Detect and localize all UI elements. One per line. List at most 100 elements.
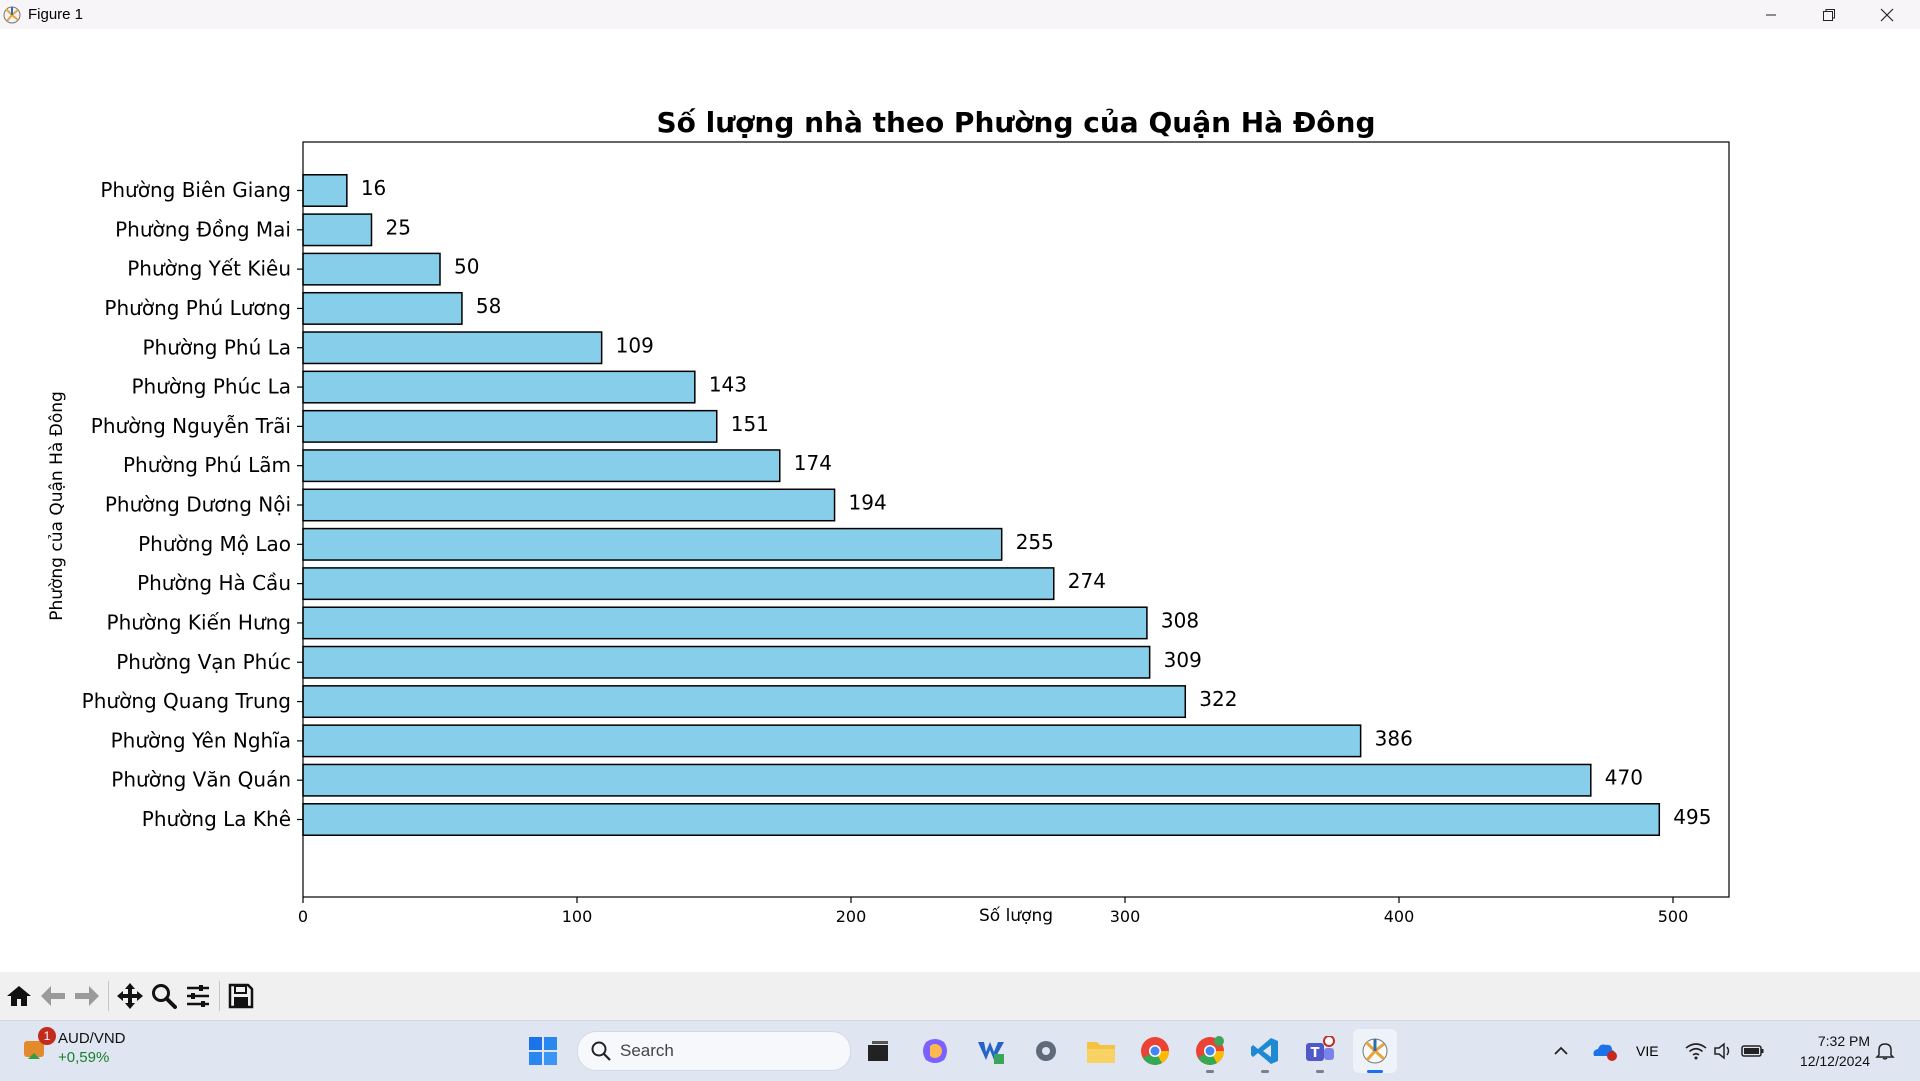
window-title-bar: Figure 1 [0,0,1920,29]
input-language[interactable]: VIE [1636,1043,1659,1059]
toolbar-separator [219,981,220,1011]
forward-icon [75,986,99,1006]
configure-subplots-button[interactable] [181,979,215,1013]
chrome-icon [1141,1037,1169,1065]
bar-chart: Số lượng nhà theo Phường của Quận Hà Đôn… [47,106,1730,926]
taskbar: 1 AUD/VND +0,59% Search [0,1020,1920,1081]
notification-bell-icon[interactable] [1875,1041,1895,1061]
bar [302,685,1187,719]
bar-value-label: 174 [794,451,832,475]
bar-value-label: 151 [731,412,769,436]
y-tick-label: Phường Văn Quán [111,768,291,792]
toolbar-separator [108,981,109,1011]
search-placeholder: Search [620,1041,674,1060]
save-icon [228,983,254,1009]
bar-value-label: 309 [1164,648,1202,672]
taskbar-app-task-view[interactable] [856,1029,900,1073]
y-tick-label: Phường Đồng Mai [115,217,291,241]
bar [302,488,836,522]
teams-icon: T [1306,1036,1335,1061]
save-button[interactable] [224,979,258,1013]
bar [302,370,696,404]
visual-studio-icon [978,1042,1004,1064]
bar [302,645,1151,679]
file-explorer-icon [1087,1042,1115,1063]
svg-text:T: T [1311,1046,1320,1061]
x-tick-label: 500 [1658,907,1689,926]
y-tick-label: Phường Mộ Lao [138,532,291,556]
minimize-button[interactable] [1742,0,1800,29]
weather-market-widget[interactable]: 1 AUD/VND +0,59% [20,1027,126,1067]
bar-value-label: 255 [1016,530,1054,554]
y-tick-label: Phường Dương Nội [105,493,291,517]
running-indicator [1261,1070,1269,1073]
bar [302,213,373,247]
y-tick-label: Phường Yên Nghĩa [111,728,291,752]
zoom-button[interactable] [147,979,181,1013]
figure-canvas[interactable]: Số lượng nhà theo Phường của Quận Hà Đôn… [0,29,1920,972]
taskbar-app-matplotlib-figure[interactable] [1353,1029,1397,1073]
running-indicator [1316,1070,1324,1073]
taskbar-app-file-explorer[interactable] [1079,1029,1123,1073]
clock-date: 12/12/2024 [1799,1053,1870,1069]
taskbar-search-box[interactable]: Search [577,1031,851,1071]
bar [302,803,1661,836]
taskbar-app-vscode[interactable] [1243,1029,1287,1073]
y-tick-label: Phường Quang Trung [82,689,291,713]
bar-value-label: 109 [616,333,654,357]
wifi-icon[interactable] [1685,1042,1707,1060]
taskbar-app-chrome[interactable] [1133,1029,1177,1073]
x-tick-label: 400 [1384,907,1415,926]
taskbar-app-visual-studio[interactable] [969,1029,1013,1073]
x-axis-label: Số lượng [979,905,1053,926]
bar-value-label: 495 [1673,805,1711,829]
bar-value-label: 274 [1068,569,1106,593]
start-button[interactable] [521,1029,565,1073]
bar [302,331,603,365]
taskbar-app-chrome-profile[interactable] [1188,1029,1232,1073]
plot-area-frame [302,141,1730,898]
bar [302,252,441,286]
close-button[interactable] [1858,0,1916,29]
bar [302,724,1362,758]
bar-value-label: 50 [454,255,479,279]
matplotlib-app-icon [3,6,21,23]
clock-time: 7:32 PM [1817,1033,1870,1049]
back-icon [41,986,65,1006]
taskbar-app-teams[interactable]: T [1298,1029,1342,1073]
chart-title: Số lượng nhà theo Phường của Quận Hà Đôn… [656,106,1375,139]
currency-pair: AUD/VND [58,1030,126,1047]
x-tick-label: 300 [1110,907,1141,926]
market-widget-icon [24,1041,44,1059]
bar-value-label: 16 [361,176,386,200]
taskbar-clock[interactable]: 7:32 PM 12/12/2024 [1780,1031,1870,1071]
bar-value-label: 143 [709,373,747,397]
bar [302,527,1003,561]
taskbar-app-copilot[interactable] [913,1029,957,1073]
settings-gear-icon [1036,1041,1056,1061]
volume-icon[interactable] [1713,1042,1733,1060]
search-icon [591,1041,611,1061]
back-button[interactable] [36,979,70,1013]
onedrive-error-icon[interactable] [1590,1040,1618,1062]
y-tick-label: Phường Vạn Phúc [116,650,291,674]
y-tick-label: Phường Yết Kiêu [127,257,291,281]
home-icon [7,986,31,1006]
bar-value-label: 58 [476,294,501,318]
close-icon [1880,8,1894,21]
taskbar-app-settings[interactable] [1024,1029,1068,1073]
maximize-button[interactable] [1800,0,1858,29]
home-button[interactable] [2,979,36,1013]
notification-badge: 1 [38,1027,56,1045]
y-tick-label: Phường Phúc La [131,375,291,399]
window-title: Figure 1 [28,6,84,23]
battery-icon[interactable] [1740,1043,1765,1059]
chevron-up-icon[interactable] [1552,1042,1570,1060]
y-tick-label: Phường Kiến Hưng [107,610,291,634]
bar [302,567,1055,601]
navigation-toolbar [0,972,1920,1020]
task-view-icon [868,1041,888,1061]
pan-button[interactable] [113,979,147,1013]
forward-button[interactable] [70,979,104,1013]
bar-value-label: 194 [849,491,887,515]
